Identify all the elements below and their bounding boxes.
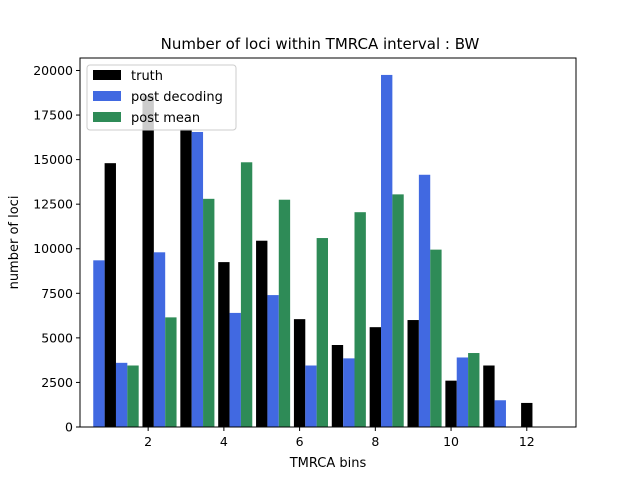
bar-post-decoding-7	[343, 358, 355, 427]
y-tick-label: 10000	[33, 241, 73, 256]
bar-truth-11	[483, 365, 495, 427]
bar-post-decoding-11	[494, 400, 506, 427]
bar-post-mean-5	[278, 199, 291, 427]
bar-truth-9	[407, 320, 419, 427]
x-tick-label: 8	[371, 434, 379, 449]
y-tick-label: 15000	[33, 152, 73, 167]
y-tick-label: 12500	[33, 197, 73, 212]
bar-post-decoding-extra-1	[93, 260, 105, 427]
x-tick-label: 4	[220, 434, 228, 449]
y-tick-label: 0	[65, 420, 73, 435]
legend-box	[86, 64, 237, 131]
bar-post-decoding-10	[456, 357, 469, 427]
bar-post-mean-6	[316, 238, 328, 427]
bars-layer	[93, 74, 533, 428]
bar-post-mean-10	[468, 353, 480, 427]
bar-truth-3	[180, 129, 192, 427]
bar-truth-1	[104, 163, 116, 427]
bar-post-mean-8	[392, 194, 404, 427]
bar-post-mean-4	[240, 162, 253, 428]
bar-post-decoding-3	[191, 131, 204, 427]
x-axis-label: TMRCA bins	[289, 456, 367, 471]
bar-truth-7	[331, 345, 344, 427]
legend: truth post decoding post mean	[86, 64, 237, 131]
y-tick-label: 20000	[33, 63, 73, 78]
bar-post-mean-2	[165, 317, 177, 427]
bar-post-mean-7	[354, 212, 366, 427]
bar-truth-6	[293, 319, 306, 427]
x-tick-label: 6	[296, 434, 304, 449]
legend-swatch	[93, 91, 121, 101]
y-axis-label: number of loci	[7, 196, 22, 290]
bar-post-decoding-2	[153, 252, 166, 427]
bar-truth-4	[218, 262, 230, 427]
bar-truth-10	[445, 380, 457, 427]
bar-truth-2	[142, 95, 154, 427]
legend-label: truth	[131, 69, 163, 84]
y-tick-label: 7500	[41, 286, 73, 301]
bar-post-decoding-6	[305, 365, 317, 427]
y-tick-label: 2500	[41, 375, 73, 390]
y-axis-ticks: 0 2500 5000 7500 10000 12500 15000 17500 20000	[33, 63, 80, 435]
bar-post-mean-3	[203, 198, 215, 427]
chart-title: Number of loci within TMRCA interval : B…	[161, 35, 480, 53]
y-tick-label: 5000	[41, 330, 73, 345]
bar-truth-12	[521, 402, 533, 427]
bar-post-decoding-8	[381, 74, 393, 427]
x-tick-label: 12	[519, 434, 535, 449]
bar-truth-5	[256, 240, 268, 427]
legend-label: post mean	[131, 111, 200, 126]
legend-swatch	[93, 70, 121, 80]
y-tick-label: 17500	[33, 108, 73, 123]
bar-truth-8	[369, 327, 382, 427]
plot-frame	[79, 57, 577, 428]
bar-post-mean-9	[430, 249, 442, 427]
legend-swatch	[93, 112, 121, 122]
bar-post-decoding-9	[418, 174, 431, 427]
bar-post-mean-1	[127, 365, 139, 427]
bar-post-decoding-5	[267, 295, 279, 427]
bar-post-decoding-4	[229, 312, 241, 427]
legend-label: post decoding	[131, 90, 223, 105]
x-tick-label: 10	[443, 434, 459, 449]
x-axis-ticks: 2 4 6 8 10 12	[144, 427, 535, 449]
x-tick-label: 2	[144, 434, 152, 449]
bar-post-decoding-1	[115, 362, 128, 427]
